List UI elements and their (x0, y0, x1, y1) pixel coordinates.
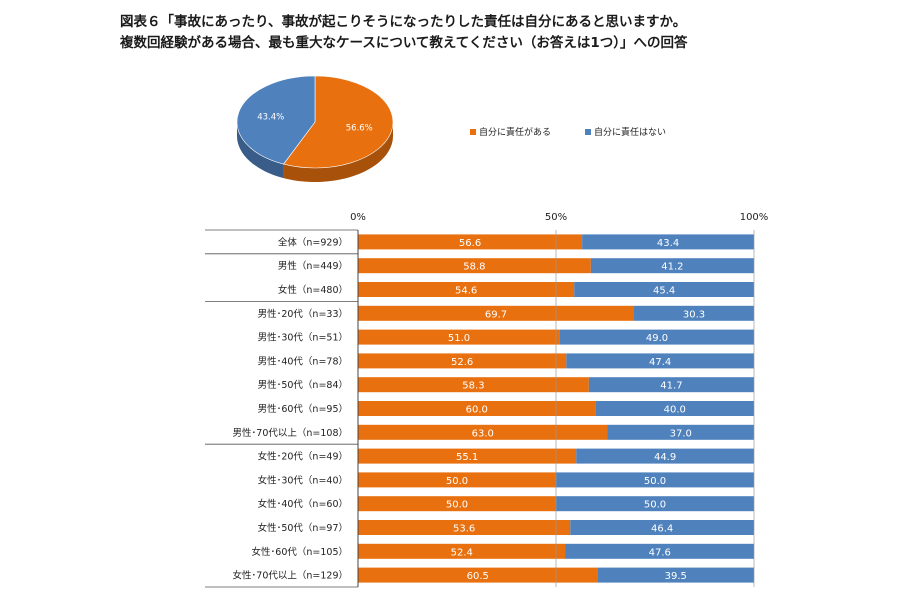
bar-segment-0-12 (358, 520, 571, 535)
pie-chart-svg: 56.6% 43.4% (236, 75, 394, 183)
legend-swatch-orange (470, 128, 476, 135)
pie-label-0: 56.6% (346, 123, 373, 133)
bar-value-label-1-7: 40.0 (664, 405, 686, 416)
category-label-12: 女性･50代（n=97） (258, 522, 348, 534)
pie-legend: 自分に責任がある 自分に責任はない (470, 125, 666, 138)
bar-value-label-1-0: 43.4 (657, 238, 679, 249)
category-label-0: 全体（n=929） (278, 236, 348, 248)
category-label-2: 女性（n=480） (278, 284, 348, 296)
x-tick-label-0: 0% (350, 212, 366, 223)
pie-slice-1 (236, 75, 316, 165)
bar-segment-0-3 (358, 305, 635, 321)
bar-value-label-0-10: 50.0 (446, 476, 468, 487)
bar-value-label-0-8: 63.0 (472, 428, 494, 439)
x-tick-label-1: 50% (545, 212, 567, 223)
bar-segment-0-5 (358, 353, 567, 369)
bar-value-label-0-14: 60.5 (467, 571, 489, 582)
bar-segment-1-4 (559, 329, 754, 345)
pie-side-0 (283, 122, 393, 183)
bar-value-label-0-3: 69.7 (485, 309, 507, 320)
bar-segment-1-10 (556, 472, 754, 488)
bar-segment-0-7 (358, 401, 596, 416)
bar-value-label-1-10: 50.0 (644, 476, 666, 487)
bar-value-label-1-11: 50.0 (644, 500, 666, 511)
bar-segment-1-3 (634, 305, 754, 321)
title-line-1: 図表６「事故にあったり、事故が起こりそうになったりした責任は自分にあると思います… (120, 14, 687, 30)
legend-item-not-responsible: 自分に責任はない (585, 125, 666, 138)
category-label-5: 男性･40代（n=78） (258, 355, 348, 367)
legend-label-not-responsible: 自分に責任はない (594, 128, 667, 138)
category-label-11: 女性･40代（n=60） (258, 498, 348, 510)
bar-segment-1-0 (582, 234, 754, 250)
bar-value-label-0-13: 52.4 (451, 547, 473, 558)
bar-segment-1-12 (570, 520, 754, 535)
bar-value-label-1-5: 47.4 (649, 357, 671, 368)
category-label-6: 男性･50代（n=84） (258, 379, 348, 391)
title-line-2: 複数回経験がある場合、最も重大なケースについて教えてください（お答えは1つ）」へ… (120, 35, 688, 51)
bar-segment-0-8 (358, 424, 608, 440)
bar-value-label-1-3: 30.3 (683, 309, 705, 320)
bar-value-label-0-9: 55.1 (456, 452, 478, 463)
bar-value-label-0-0: 56.6 (459, 238, 481, 249)
category-label-1: 男性（n=449） (278, 260, 348, 272)
bar-segment-1-2 (574, 282, 754, 297)
bar-segment-1-9 (576, 448, 754, 464)
bar-value-label-0-1: 58.8 (463, 262, 485, 273)
bar-value-label-1-4: 49.0 (646, 333, 668, 344)
bar-segment-0-1 (358, 258, 591, 274)
legend-item-responsible: 自分に責任がある (470, 125, 551, 138)
bar-value-label-0-12: 53.6 (453, 524, 475, 535)
bar-segment-0-11 (358, 496, 556, 512)
stacked-bar-chart-svg: 0% 50% 100% 全体（n=929） 56.6 43.4 男性（n=449） 58.8 4… (205, 212, 769, 588)
bar-segment-1-5 (566, 353, 754, 369)
legend-label-responsible: 自分に責任がある (479, 128, 552, 138)
category-label-9: 女性･20代（n=49） (258, 451, 348, 463)
bar-value-label-0-7: 60.0 (466, 405, 488, 416)
pie-label-1: 43.4% (257, 113, 284, 123)
pie-slice-0 (283, 75, 394, 169)
category-label-13: 女性･60代（n=105） (252, 546, 348, 558)
bar-value-label-1-6: 41.7 (660, 381, 682, 392)
bar-segment-1-7 (595, 401, 754, 416)
bar-value-label-1-12: 46.4 (651, 524, 673, 535)
bar-segment-1-6 (588, 377, 754, 393)
bar-segment-0-4 (358, 329, 560, 345)
pie-side-1 (237, 122, 284, 179)
bar-segment-0-14 (358, 567, 598, 583)
category-label-7: 男性･60代（n=95） (258, 403, 348, 415)
bar-segment-1-14 (597, 567, 754, 583)
legend-swatch-blue (585, 128, 592, 135)
bar-segment-1-13 (565, 543, 754, 559)
category-label-4: 男性･30代（n=51） (258, 332, 348, 344)
bar-value-label-1-1: 41.2 (661, 262, 683, 273)
category-label-8: 男性･70代以上（n=108） (233, 427, 348, 439)
bar-segment-0-6 (358, 377, 589, 393)
bar-value-label-0-4: 51.0 (448, 333, 470, 344)
bar-segment-1-11 (556, 496, 754, 512)
bar-value-label-0-2: 54.6 (455, 286, 477, 297)
category-label-10: 女性･30代（n=40） (258, 474, 348, 486)
chart-title: 図表６「事故にあったり、事故が起こりそうになったりした責任は自分にあると思います… (120, 12, 880, 54)
bar-segment-0-0 (358, 234, 583, 250)
bar-segment-0-9 (358, 448, 577, 464)
bar-value-label-0-6: 58.3 (462, 381, 484, 392)
bar-value-label-1-9: 44.9 (654, 452, 676, 463)
category-label-14: 女性･70代以上（n=129） (233, 570, 348, 582)
category-label-3: 男性･20代（n=33） (258, 308, 348, 320)
bar-value-label-1-14: 39.5 (665, 571, 687, 582)
stacked-bar-chart: 0% 50% 100% 全体（n=929） 56.6 43.4 男性（n=449） 58.8 4… (0, 200, 900, 604)
bar-value-label-0-5: 52.6 (451, 357, 473, 368)
bar-segment-0-2 (358, 282, 575, 297)
pie-chart: 56.6% 43.4% (225, 72, 405, 197)
bar-segment-0-10 (358, 472, 556, 488)
x-tick-label-2: 100% (740, 212, 769, 223)
bar-value-label-1-2: 45.4 (653, 286, 675, 297)
bar-value-label-0-11: 50.0 (446, 500, 468, 511)
bar-value-label-1-8: 37.0 (670, 428, 692, 439)
bar-segment-1-8 (607, 424, 754, 440)
bar-segment-1-1 (590, 258, 754, 274)
bar-segment-0-13 (358, 543, 566, 559)
bar-value-label-1-13: 47.6 (649, 547, 671, 558)
